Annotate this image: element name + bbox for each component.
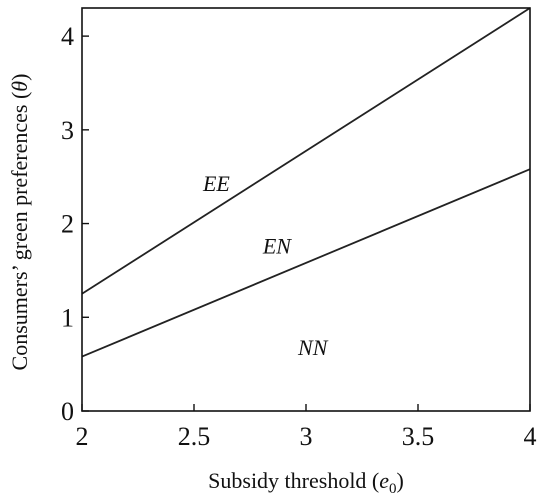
region-label-nn: NN [297,335,329,360]
x-axis-ticks: 2 2.5 3 3.5 4 [76,404,537,451]
x-tick-label: 4 [524,422,537,451]
y-tick-label: 0 [61,397,74,426]
y-tick-label: 3 [61,116,74,145]
plot-frame [81,7,531,412]
x-tick-label: 3.5 [402,422,435,451]
region-label-en: EN [262,234,292,259]
y-tick-label: 2 [61,210,74,239]
boundary-line-1 [81,7,531,295]
x-tick-label: 3 [300,422,313,451]
y-axis-title: Consumers’ green preferences (θ) [7,74,32,371]
x-tick-label: 2.5 [178,422,211,451]
y-tick-label: 1 [61,303,74,332]
y-tick-label: 4 [61,22,74,51]
y-axis-ticks: 0 1 2 3 4 [61,22,89,426]
x-tick-label: 2 [76,422,89,451]
series-group [81,7,531,358]
region-labels: EE EN NN [202,171,329,360]
x-axis-title: Subsidy threshold (e0) [208,468,404,497]
region-label-ee: EE [202,171,230,196]
boundary-line-2 [81,168,531,358]
